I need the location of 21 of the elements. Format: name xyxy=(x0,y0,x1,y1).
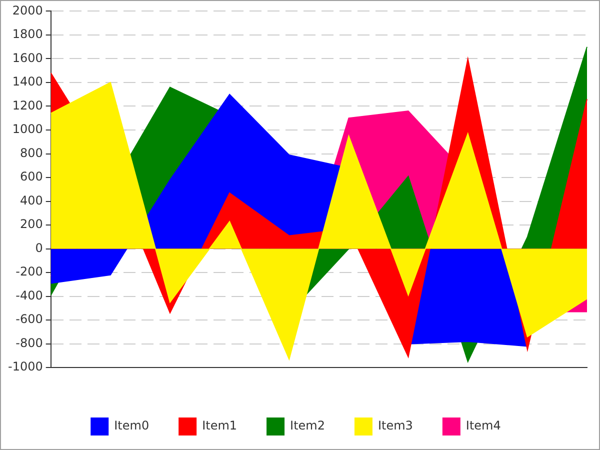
y-tick-label: 400 xyxy=(20,193,43,208)
y-tick-label: -600 xyxy=(16,312,43,326)
y-tick-label: 1400 xyxy=(12,74,43,89)
legend-label: Item2 xyxy=(290,418,325,433)
y-tick-label: 600 xyxy=(20,170,43,184)
legend-label: Item0 xyxy=(114,418,150,433)
y-tick-label: 1800 xyxy=(12,27,43,42)
legend-label: Item1 xyxy=(202,418,238,433)
y-tick-label: 800 xyxy=(20,146,43,160)
y-tick-label: 1000 xyxy=(12,122,43,136)
y-tick-label: 1200 xyxy=(12,98,43,112)
y-tick-label: 1600 xyxy=(12,50,43,65)
y-tick-label: 200 xyxy=(20,217,43,232)
y-tick-label: -400 xyxy=(16,288,43,302)
y-tick-label: -800 xyxy=(16,336,43,350)
legend-label: Item3 xyxy=(378,418,413,433)
legend-label: Item4 xyxy=(466,418,501,433)
y-tick-label: 0 xyxy=(35,240,43,255)
y-tick-label: 2000 xyxy=(12,3,43,18)
y-tick-label: -1000 xyxy=(8,360,43,374)
y-tick-label: -200 xyxy=(16,264,43,279)
